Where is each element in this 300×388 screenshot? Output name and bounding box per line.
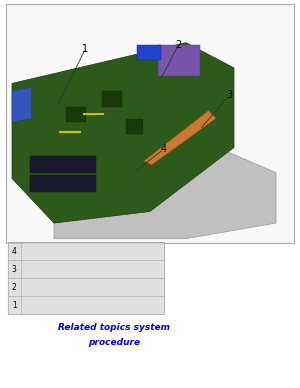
Bar (8, 296, 164, 314)
Bar (6, 4, 294, 242)
Text: 3: 3 (12, 265, 17, 274)
Polygon shape (54, 134, 276, 239)
Polygon shape (144, 111, 216, 165)
Text: 4: 4 (12, 247, 17, 256)
Bar (8, 296, 21, 314)
Text: Related topics system: Related topics system (58, 323, 170, 333)
Polygon shape (12, 43, 234, 223)
Bar (8, 260, 164, 279)
Bar (8, 242, 21, 260)
Bar (30, 156, 96, 173)
Bar (66, 107, 86, 122)
Bar (8, 279, 164, 296)
Polygon shape (12, 87, 32, 122)
Polygon shape (158, 45, 200, 76)
Text: 1: 1 (82, 43, 88, 54)
Bar (102, 91, 122, 107)
Text: 2: 2 (176, 40, 182, 50)
Text: 1: 1 (12, 301, 16, 310)
Text: 2: 2 (12, 283, 16, 292)
Bar (8, 242, 164, 260)
Text: 3: 3 (226, 90, 232, 100)
Polygon shape (136, 45, 160, 60)
Text: procedure: procedure (88, 338, 140, 347)
Bar (8, 242, 164, 314)
Text: 4: 4 (160, 144, 166, 154)
Bar (8, 260, 21, 279)
Bar (8, 279, 21, 296)
Bar (30, 175, 96, 192)
Bar (126, 119, 142, 134)
